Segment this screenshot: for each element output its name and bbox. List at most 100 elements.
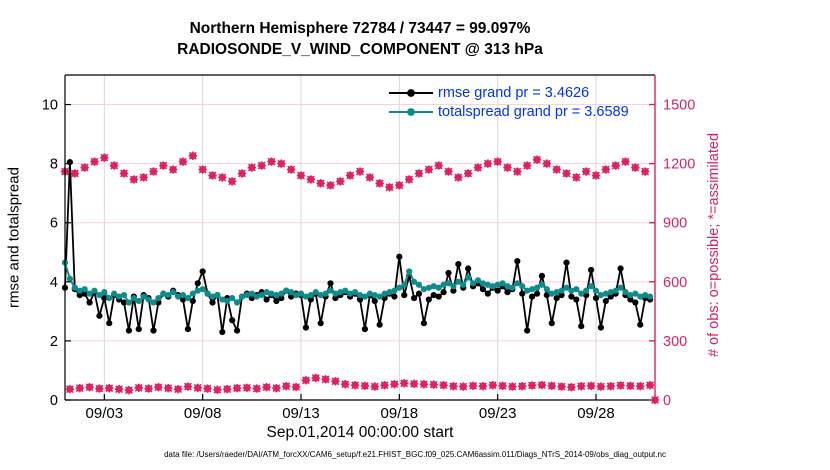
totalspread-marker [292, 292, 300, 299]
totalspread-marker [165, 292, 172, 299]
rmse-marker [81, 290, 88, 297]
right-tick-label: 1500 [663, 98, 695, 114]
obs-assimilated-marker [80, 163, 89, 172]
rmse-marker [150, 327, 157, 334]
obs-assimilated-marker [345, 171, 355, 180]
totalspread-marker [568, 287, 575, 294]
obs-assimilated-marker [503, 163, 512, 172]
right-tick-label: 1200 [663, 157, 695, 173]
obs-assimilated-marker [611, 161, 620, 170]
obs-assimilated-marker [213, 385, 222, 394]
rmse-marker [179, 296, 187, 303]
obs-assimilated-marker [203, 384, 212, 393]
obs-assimilated-marker [134, 383, 143, 392]
totalspread-marker [479, 280, 487, 287]
obs-assimilated-marker [463, 169, 473, 178]
rmse-marker [86, 299, 93, 306]
totalspread-marker [524, 287, 531, 294]
totalspread-marker [469, 280, 477, 287]
obs-assimilated-marker [227, 177, 237, 186]
totalspread-marker [646, 293, 654, 300]
totalspread-marker [548, 290, 555, 297]
left-y-axis-label: rmse and totalspread [5, 167, 23, 308]
obs-assimilated-marker [390, 380, 399, 389]
rmse-marker [307, 296, 314, 303]
totalspread-marker [410, 278, 418, 285]
totalspread-marker [415, 281, 423, 288]
x-tick-label: 09/08 [184, 405, 222, 422]
obs-assimilated-marker [272, 383, 281, 393]
totalspread-marker [174, 293, 182, 300]
obs-assimilated-marker [596, 382, 606, 391]
obs-assimilated-marker [488, 381, 497, 390]
obs-assimilated-marker [286, 165, 296, 174]
rmse-marker [420, 320, 428, 327]
obs-assimilated-marker [85, 382, 94, 392]
rmse-marker [248, 294, 255, 302]
obs-assimilated-marker [439, 381, 448, 390]
rmse-marker [401, 292, 408, 299]
totalspread-marker [573, 286, 580, 293]
obs-assimilated-marker [449, 382, 458, 391]
rmse-marker [194, 280, 201, 287]
rmse-marker [548, 320, 555, 327]
totalspread-marker [120, 292, 128, 299]
obs-assimilated-marker [616, 381, 625, 390]
rmse-marker [135, 325, 142, 333]
rmse-marker [587, 266, 595, 274]
totalspread-marker [430, 283, 437, 290]
rmse-marker [563, 259, 570, 266]
totalspread-marker [509, 284, 516, 291]
totalspread-marker [632, 290, 639, 297]
totalspread-marker [322, 290, 329, 297]
rmse-marker [494, 287, 501, 294]
rmse-marker [302, 324, 310, 331]
rmse-marker [101, 294, 108, 302]
rmse-marker [519, 290, 526, 297]
rmse-marker [440, 289, 447, 296]
totalspread-marker [283, 287, 290, 294]
obs-assimilated-marker [316, 179, 325, 188]
totalspread-marker [543, 286, 550, 293]
plot-title-line1: Northern Hemisphere 72784 / 73447 = 99.0… [189, 20, 531, 37]
totalspread-marker [258, 292, 265, 299]
rmse-marker [189, 297, 196, 305]
totalspread-marker [204, 290, 211, 297]
obs-assimilated-marker [164, 383, 173, 393]
totalspread-marker [489, 283, 496, 290]
obs-assimilated-marker [498, 381, 507, 391]
plot-title-line2: RADIOSONDE_V_WIND_COMPONENT @ 313 hPa [177, 41, 543, 58]
obs-assimilated-marker [542, 159, 552, 168]
obs-assimilated-marker [173, 384, 183, 394]
totalspread-marker [96, 292, 103, 299]
rmse-marker [583, 292, 590, 299]
totalspread-marker [238, 293, 246, 300]
totalspread-marker [420, 286, 428, 293]
legend-label-rmse: rmse grand pr = 3.4626 [438, 84, 590, 101]
rmse-marker [568, 293, 575, 300]
rmse-marker [120, 299, 128, 306]
totalspread-marker [361, 293, 369, 300]
x-axis-label: Sep.01,2014 00:00:00 start [266, 424, 454, 441]
obs-assimilated-marker [149, 167, 158, 176]
totalspread-marker [189, 290, 196, 297]
totalspread-marker [106, 294, 113, 302]
rmse-marker [479, 286, 487, 293]
obs-assimilated-marker [252, 384, 261, 393]
obs-assimilated-marker [409, 379, 419, 389]
rmse-marker [617, 265, 624, 272]
rmse-marker [425, 296, 432, 303]
rmse-line-sample-icon [389, 88, 433, 97]
rmse-marker [219, 328, 226, 336]
totalspread-marker [199, 286, 206, 293]
rmse-marker [430, 292, 437, 299]
totalspread-marker [342, 287, 349, 294]
obs-assimilated-marker [532, 155, 542, 164]
totalspread-marker [587, 283, 595, 290]
rmse-marker [184, 325, 192, 333]
obs-assimilated-marker [306, 175, 316, 184]
totalspread-marker [602, 290, 609, 297]
obs-assimilated-marker [577, 382, 586, 391]
x-tick-label: 09/13 [282, 405, 320, 422]
